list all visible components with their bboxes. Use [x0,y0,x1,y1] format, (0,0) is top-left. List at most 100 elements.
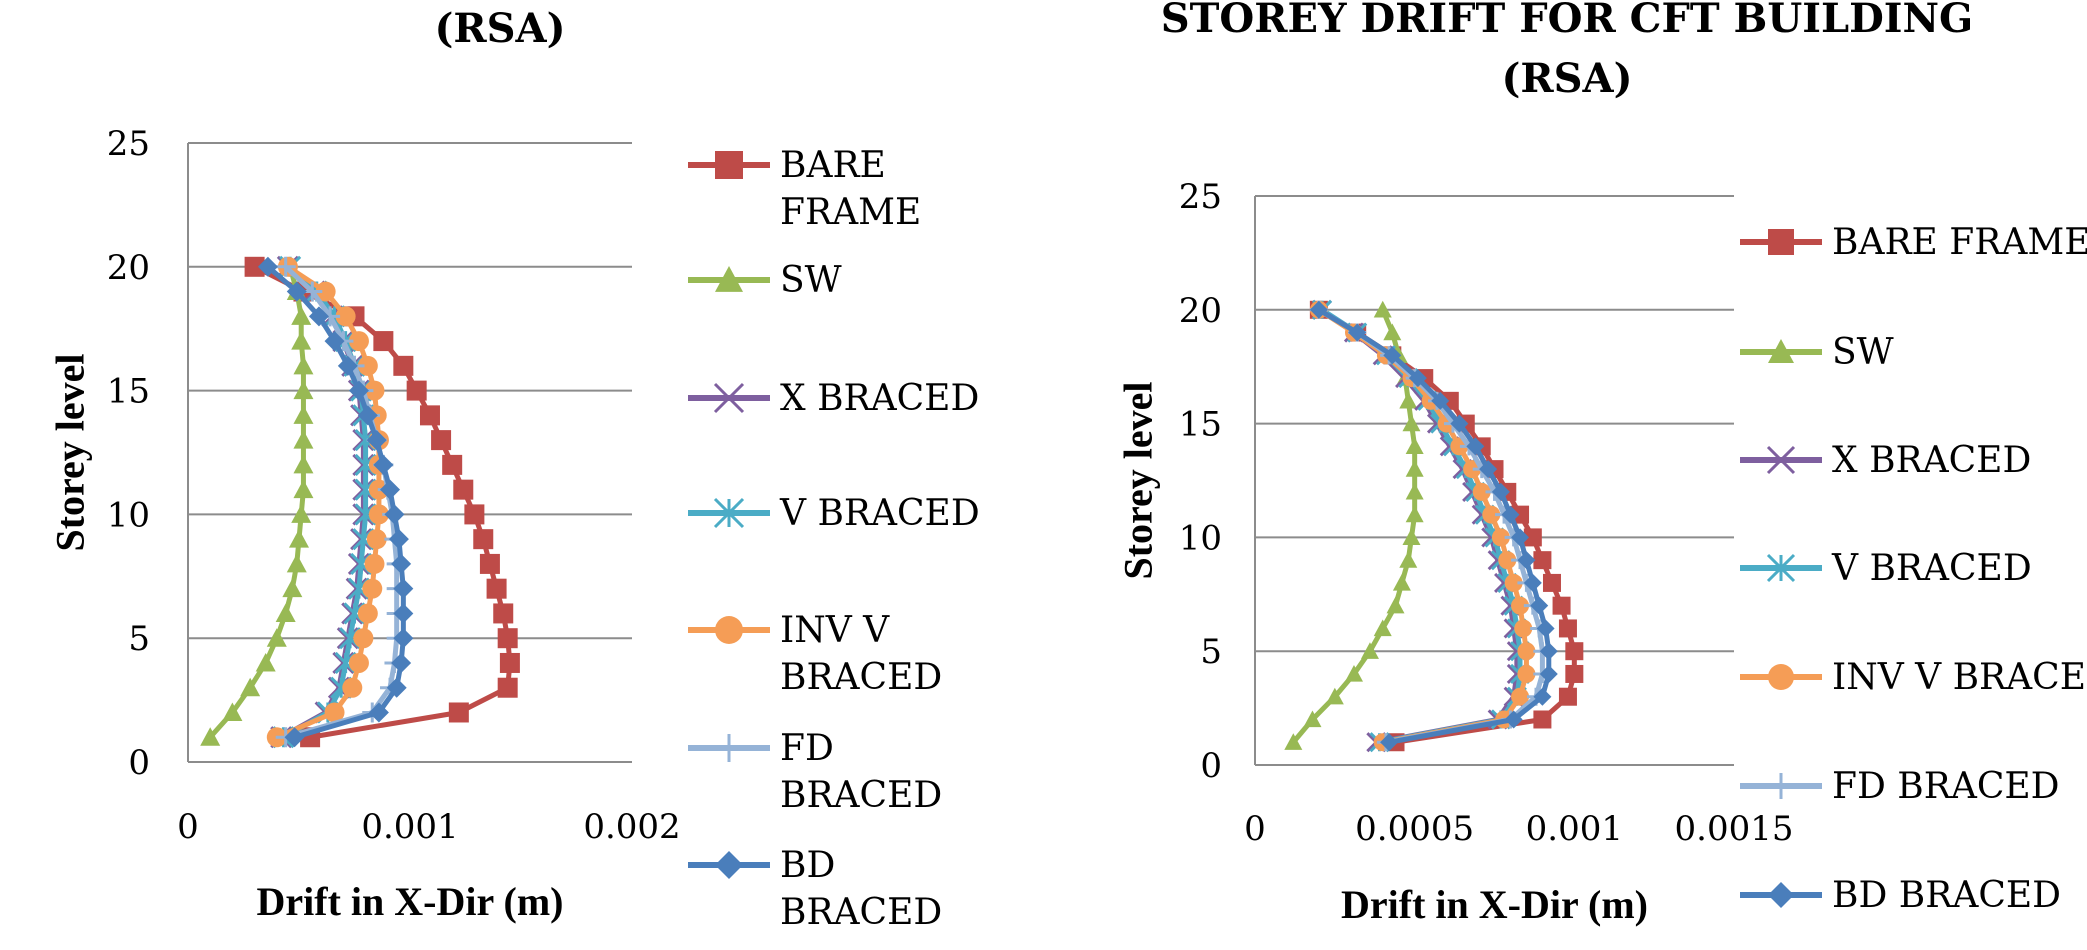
data-point [1405,505,1424,523]
legend-marker [1768,664,1794,690]
data-point [391,652,412,673]
data-point [364,553,385,574]
data-point [1536,619,1555,638]
data-point [1482,505,1501,524]
data-point [348,380,369,401]
legend-marker [1766,553,1796,583]
data-point [275,603,296,622]
y-tick-label: 15 [107,372,150,412]
y-tick-label: 5 [1200,632,1222,672]
data-point [1533,687,1552,706]
data-point [1392,573,1411,591]
data-point [348,652,369,673]
data-point [1344,664,1363,682]
data-point [1405,437,1424,455]
y-tick-label: 0 [128,743,150,783]
data-point [1431,391,1450,410]
data-point [1542,573,1561,592]
data-point [1565,664,1584,683]
data-point [1466,437,1485,456]
x-axis-label: Drift in X-Dir (m) [257,879,564,924]
legend-entry: BARE FRAME [1740,222,2087,263]
data-point [335,306,356,327]
legend-entry: INV V BRACED [688,610,942,698]
chart-title: (RSA) [1501,55,1632,102]
legend-entry: X BRACED [688,378,979,419]
data-point [1303,710,1322,728]
legend-label: SW [780,260,842,301]
data-point [1491,528,1510,547]
legend-marker [715,851,743,879]
data-point [324,702,345,723]
legend-marker [1768,882,1794,908]
data-point [373,331,394,352]
data-point [1373,619,1392,637]
data-point [357,355,378,376]
data-point [1399,391,1418,409]
series-v-braced [272,255,377,749]
data-point [1565,642,1584,661]
legend-marker [715,151,743,179]
legend-label: INV V [780,610,890,651]
data-point [255,652,276,672]
data-point [1504,710,1523,729]
data-point [406,380,427,401]
data-point [357,405,378,426]
data-point [464,504,485,525]
data-point [284,727,305,748]
legend-marker [713,382,745,414]
data-point [1517,664,1536,683]
data-point [1517,551,1536,570]
data-point [453,479,474,500]
legend-label: X BRACED [780,378,979,419]
data-point [1479,460,1498,479]
legend-marker [1768,229,1794,255]
data-point [1408,369,1427,388]
data-point [497,677,518,698]
data-point [1325,687,1344,705]
data-point [486,578,507,599]
legend-label: X BRACED [1832,440,2031,481]
data-point [499,652,520,673]
data-point [1399,551,1418,568]
data-point [1309,300,1328,319]
legend-marker [715,616,743,644]
data-point [286,553,307,573]
data-point [1533,710,1552,729]
data-point [337,355,358,376]
legend-entry: V BRACED [688,493,980,534]
data-point [391,553,412,574]
data-point [240,677,261,697]
data-point [1511,596,1530,615]
x-tick-label: 0.0005 [1355,809,1474,849]
series-inv-v-braced [266,256,389,748]
data-point [473,529,494,550]
x-tick-label: 0 [177,807,199,847]
data-point [293,454,314,474]
data-point [1380,733,1399,752]
data-point [291,331,312,350]
legend-entry: FD BRACED [688,728,942,816]
data-point [275,256,296,277]
legend-label: V BRACED [779,493,980,534]
legend-label: FRAME [780,192,921,233]
data-point [1405,460,1424,477]
data-point [386,677,407,698]
data-point [342,677,363,698]
data-point [324,331,345,352]
data-point [293,430,314,449]
data-point [1558,687,1577,706]
data-point [362,578,383,599]
data-point [282,578,303,598]
data-point [442,454,463,475]
y-tick-label: 10 [1179,518,1222,558]
y-tick-label: 25 [1179,177,1222,217]
data-point [1539,642,1558,661]
chart-2: STOREY DRIFT FOR CFT BUILDING (RSA) 0 5 10 15… [1116,0,2087,927]
data-point [419,405,440,426]
legend-entry: BD BRACED [688,845,942,933]
legend-marker [1768,773,1794,799]
data-point [200,727,221,746]
series-bd-braced [1309,300,1558,752]
